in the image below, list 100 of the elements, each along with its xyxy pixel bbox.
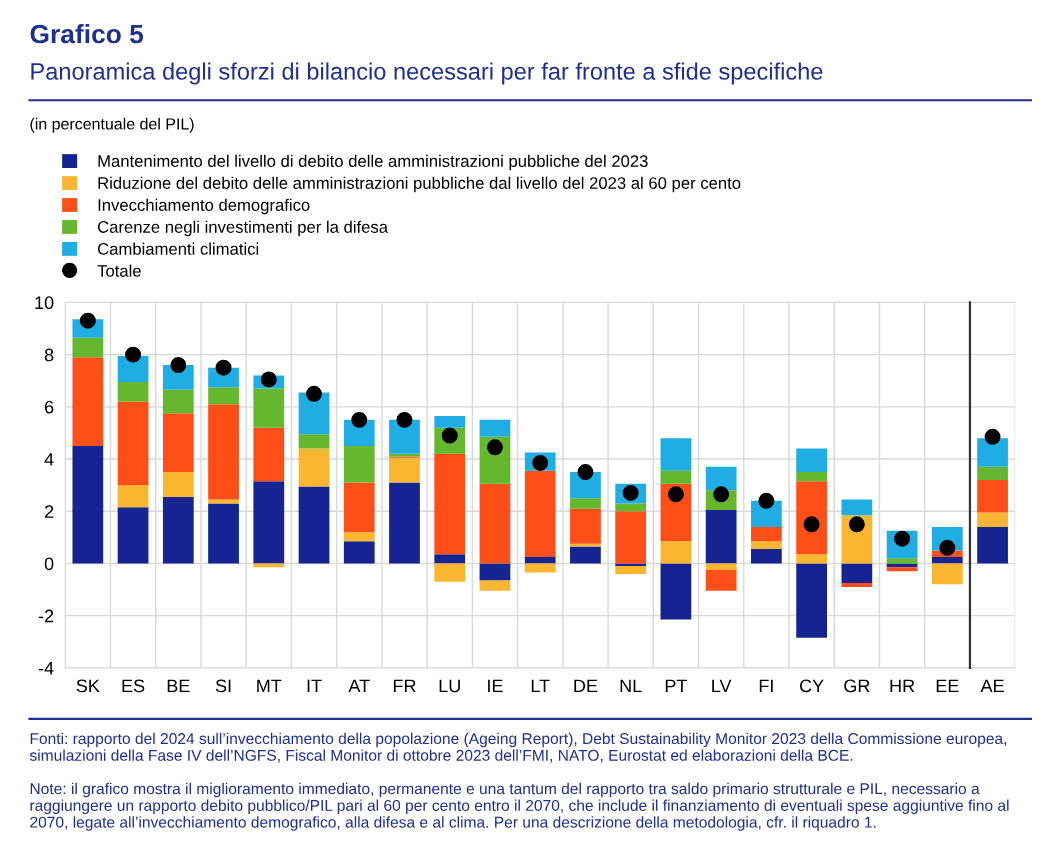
bar [162, 389, 194, 414]
bar [389, 482, 420, 564]
bar [434, 563, 466, 582]
text: Note: il grafico mostra il miglioramento immediato, permanente e una tantum del rapporto tra saldo primario strutturale e PIL, necessario a raggiungere un rapporto debito pubblico/PIL pari al 60 per cento entro il 2070, che include il finanziamento di eventuali spese aggiuntive fino al 2070, legate all’invecchiamento demografico, alla difesa e al clima. Per una descrizione della metodologia, cfr. il riquadro 1. [30, 782, 1009, 831]
legend-label: Invecchiamento demografico [98, 198, 310, 215]
bar [751, 526, 782, 542]
bar [298, 434, 330, 449]
y-tick-label: 4 [44, 453, 54, 466]
x-tick-label: SK [76, 679, 100, 693]
bar [117, 507, 149, 564]
point [170, 357, 187, 374]
bar [886, 558, 918, 564]
point [848, 516, 865, 533]
point [577, 464, 594, 481]
bar [72, 357, 104, 446]
point [306, 385, 323, 402]
bar [253, 388, 285, 428]
bar [253, 481, 285, 564]
bar [343, 445, 375, 483]
bar [479, 419, 511, 437]
x-tick-label: GR [844, 679, 870, 693]
bar [660, 541, 692, 564]
x-tick-label: LU [439, 679, 460, 693]
x-tick-label: FR [393, 679, 416, 693]
bar [298, 448, 330, 487]
bar [208, 404, 239, 500]
bar [796, 448, 827, 473]
bar [796, 481, 827, 555]
text: Fonti: rapporto del 2024 sull’invecchiamento della popolazione (Ageing Report), Debt Sustainability Monitor 2023 della Commissione europea, simulazioni della Fase IV dell’NGFS, Fiscal Monitor di ottobre 2023 dell’FMI, NATO, Eurostat ed elaborazioni della BCE. [29, 732, 1007, 763]
bar [796, 563, 827, 638]
bar [524, 563, 556, 573]
bar [479, 563, 511, 581]
bar [208, 387, 239, 405]
bar [886, 563, 918, 568]
bar [615, 511, 647, 564]
x-tick-label: LV [712, 679, 732, 693]
y-tick-label: 8 [44, 348, 54, 362]
bar [660, 438, 692, 471]
bar [389, 457, 420, 483]
point [758, 492, 775, 509]
x-tick-label: ES [122, 679, 145, 693]
bar [434, 554, 466, 564]
bar [886, 567, 918, 572]
bar [208, 503, 239, 564]
y-tick-label: 6 [44, 400, 54, 414]
bar [117, 401, 149, 486]
bar [751, 541, 782, 550]
bar [117, 382, 149, 402]
bar [524, 470, 556, 557]
bar [434, 415, 466, 428]
x-tick-label: LT [531, 679, 550, 693]
bar [977, 526, 1008, 564]
x-tick-label: DE [574, 679, 598, 693]
x-tick-label: BE [167, 679, 190, 693]
bar [977, 512, 1008, 527]
y-tick-label: 2 [44, 505, 54, 518]
legend-label: Carenze negli investimenti per la difesa [97, 220, 389, 237]
x-tick-label: FI [759, 679, 773, 693]
y-tick-label: -2 [38, 609, 54, 623]
x-tick-label: PT [665, 679, 688, 693]
x-tick-label: IT [307, 679, 322, 693]
x-tick-label: NL [620, 679, 642, 693]
bar [208, 499, 239, 504]
bar [796, 554, 827, 564]
bar [570, 508, 601, 544]
point [351, 411, 368, 428]
x-tick-label: AT [348, 679, 370, 693]
x-tick-label: HR [890, 679, 915, 693]
point [486, 439, 503, 456]
bar [977, 479, 1008, 513]
bar [434, 453, 466, 555]
bar [570, 546, 601, 564]
bar [72, 445, 104, 564]
bar [343, 482, 375, 533]
bar [841, 563, 873, 584]
legend-label: Cambiamenti climatici [97, 242, 259, 255]
point [260, 371, 277, 388]
bar [117, 485, 149, 508]
bar [524, 556, 556, 564]
bar [660, 470, 692, 484]
bar [705, 563, 737, 570]
bar [479, 483, 511, 564]
bar [660, 563, 692, 620]
bar [389, 419, 420, 454]
bar [162, 496, 194, 564]
bar [796, 472, 827, 482]
point [215, 359, 232, 376]
x-tick-label: AE [980, 679, 1004, 693]
legend-label: Mantenimento del livello di debito delle amministrazioni pubbliche del 2023 [98, 154, 648, 171]
bar [977, 466, 1008, 480]
bar [343, 532, 375, 542]
bar [705, 569, 737, 591]
y-tick-label: 0 [44, 557, 54, 571]
bar [570, 498, 601, 509]
bar [931, 563, 963, 585]
x-tick-label: MT [257, 679, 282, 693]
y-tick-label: -4 [38, 661, 54, 675]
bar [162, 472, 194, 497]
bar [615, 563, 647, 567]
bar [751, 549, 782, 564]
